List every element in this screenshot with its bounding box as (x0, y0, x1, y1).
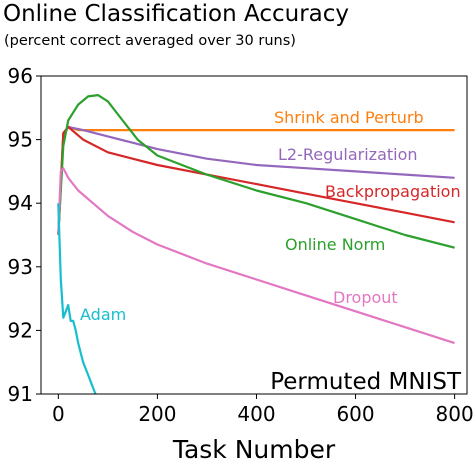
series-label-backpropagation: Backpropagation (325, 182, 461, 201)
y-tick-label: 91 (8, 382, 33, 406)
series-layer (57, 93, 455, 394)
series-label-shrink-and-perturb: Shrink and Perturb (274, 108, 424, 127)
ticks-layer: 0 200 400 600 800 91 92 93 94 95 96 (8, 64, 474, 426)
y-tick-label: 92 (8, 318, 33, 342)
x-tick-label: 800 (436, 402, 474, 426)
chart-annotation: Permuted MNIST (270, 369, 462, 395)
series-label-online-norm: Online Norm (285, 235, 385, 254)
series-line-backpropagation (57, 125, 455, 236)
y-tick-label: 93 (8, 255, 33, 279)
x-tick-label: 600 (336, 402, 374, 426)
y-tick-label: 94 (8, 191, 33, 215)
y-tick-label: 96 (8, 64, 33, 88)
chart-subtitle: (percent correct averaged over 30 runs) (4, 33, 296, 49)
x-tick-label: 200 (138, 402, 176, 426)
x-tick-label: 0 (52, 402, 65, 426)
series-line-adam (57, 203, 97, 394)
series-line-dropout (57, 167, 455, 345)
chart-title: Online Classification Accuracy (3, 1, 349, 27)
y-tick-label: 95 (8, 128, 33, 152)
series-line-l2-regularization (57, 125, 455, 236)
series-line-online-norm (57, 93, 455, 249)
x-tick-label: 400 (237, 402, 275, 426)
plot-frame (40, 75, 468, 395)
series-label-l2-regularization: L2-Regularization (278, 145, 418, 164)
x-axis-label: Task Number (172, 435, 336, 463)
series-line-shrink-and-perturb (57, 125, 455, 236)
series-label-dropout: Dropout (333, 288, 398, 307)
series-label-adam: Adam (80, 305, 126, 324)
series-labels: Shrink and Perturb L2-Regularization Backp… (80, 108, 461, 324)
